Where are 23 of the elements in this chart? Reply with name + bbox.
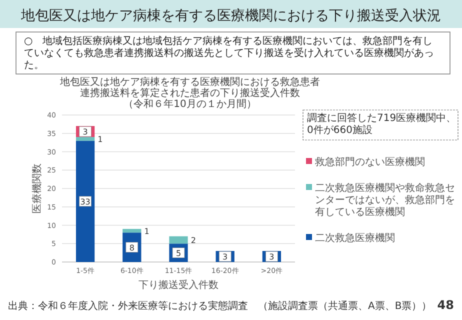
legend-label: 二次救急医療機関 <box>315 232 395 244</box>
data-label: 8 <box>129 243 134 252</box>
bar <box>76 140 95 262</box>
data-label: 2 <box>190 236 196 245</box>
data-label: 5 <box>176 248 182 258</box>
data-label: 33 <box>80 197 90 206</box>
data-label: 3 <box>82 128 88 137</box>
text: 地包医又は地ケア病棟を有する医療機関における下り搬送受入状況 <box>20 8 441 24</box>
x-axis-title: 下り搬送受入件数 <box>138 279 218 291</box>
legend-label: 二次救急医療機関や救命救急センターではないが、救急部門を有している医療機関 <box>315 182 455 218</box>
bar <box>122 228 142 233</box>
y-axis-title: 医療機関数 <box>31 164 43 214</box>
chart-subtitle: ○ 地域包括医療病棟又は地域包括ケア病棟を有する医療機関においては、救急部門を有していなくても救急患者連携搬送料の搬送先として下り搬送を受け入れている医療機関があった。 <box>24 35 434 71</box>
data-label: 3 <box>222 252 228 262</box>
data-label: 1 <box>98 134 103 144</box>
bar <box>169 236 188 244</box>
chart-title: 地包医又は地ケア病棟を有する医療機関における救急患者連携搬送料を算定された患者の下り搬送受入件数（令和６年10月の１か月間） <box>59 76 320 110</box>
data-label: 3 <box>269 252 274 262</box>
text: 48 <box>437 298 454 312</box>
source-note: 出典：令和６年度入院・外来医療等における実態調査 （施設調査票（共通票、A票、B票）） <box>8 300 432 312</box>
legend-label: 救急部門のない医療機関 <box>314 156 425 168</box>
data-label: 1 <box>144 226 150 236</box>
text: 調査に回答した719医療機関中、0件が660施設 <box>307 112 456 136</box>
